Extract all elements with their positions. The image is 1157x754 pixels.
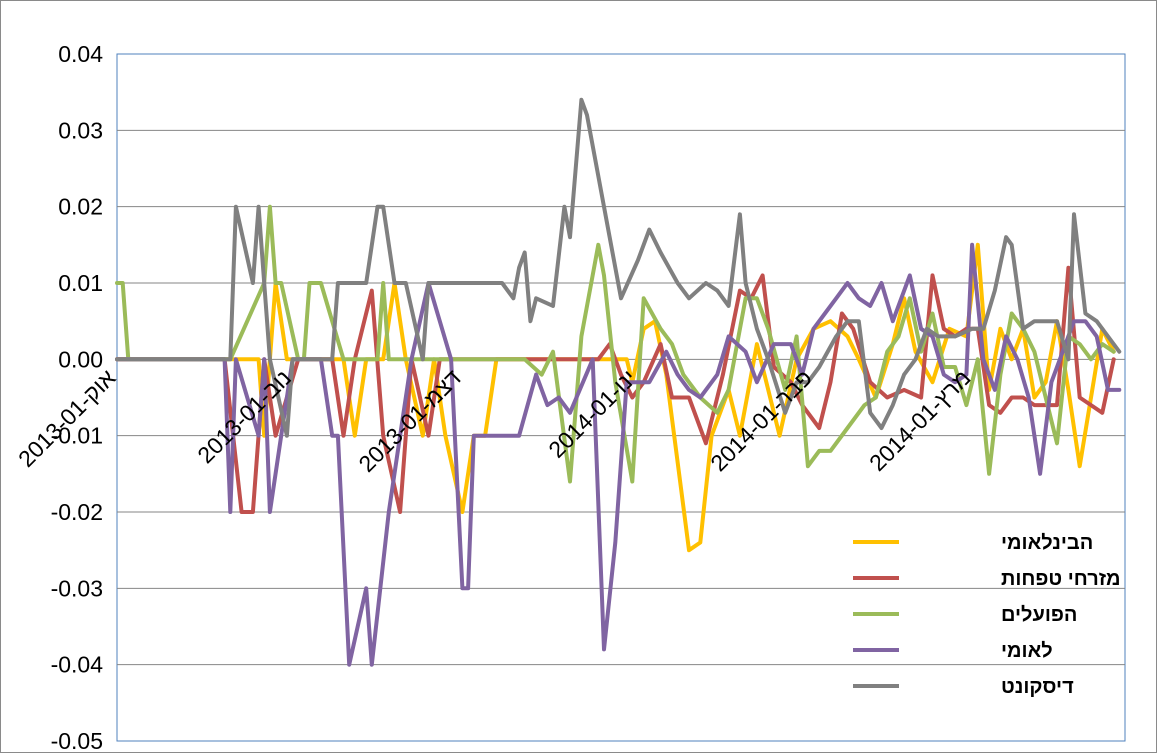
y-tick-label: 0.00 (58, 346, 103, 372)
y-tick-label: -0.03 (51, 575, 103, 601)
y-tick-label: -0.04 (51, 652, 104, 678)
series-lines (115, 97, 1122, 667)
series-line-1 (115, 265, 1116, 514)
y-axis: 0.04 0.03 0.02 0.01 0.00 -0.01 -0.02 -0.03 -0.04… (51, 41, 104, 754)
legend: הבינלאומי מזרחי טפחות הפועלים לאומי דיסקונט (853, 532, 1121, 698)
series-line-4 (115, 97, 1122, 438)
x-tick-label: 2013-אוק-01 (13, 364, 121, 472)
legend-label: הפועלים (1001, 604, 1077, 626)
y-tick-label: -0.05 (51, 728, 103, 754)
legend-label: הבינלאומי (1001, 532, 1093, 554)
y-tick-label: 0.03 (58, 117, 103, 143)
y-tick-label: -0.02 (51, 499, 103, 525)
y-tick-label: 0.04 (58, 41, 103, 67)
legend-label: מזרחי טפחות (1001, 568, 1121, 590)
y-tick-label: 0.01 (58, 270, 103, 296)
legend-label: דיסקונט (1001, 676, 1074, 698)
y-tick-label: 0.02 (58, 194, 103, 220)
y-tick-label: -0.01 (51, 423, 103, 449)
legend-label: לאומי (1001, 640, 1053, 662)
series-line-2 (115, 204, 1116, 484)
series-line-3 (115, 242, 1122, 667)
